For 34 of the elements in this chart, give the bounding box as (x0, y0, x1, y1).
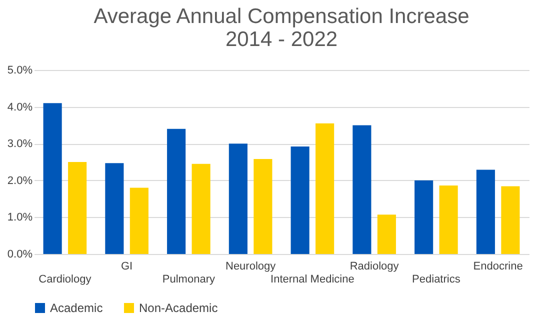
x-tick-label: GI (121, 260, 133, 272)
y-tick-label: 3.0% (7, 138, 33, 150)
bar (130, 188, 148, 254)
x-tick-label: Internal Medicine (270, 274, 354, 286)
bar (414, 180, 434, 254)
bar (192, 164, 210, 254)
x-tick-label: Pulmonary (162, 274, 216, 286)
bar (316, 123, 334, 254)
bar (476, 170, 495, 254)
bar (290, 146, 310, 254)
bar (43, 103, 62, 254)
x-tick-label: Neurology (225, 260, 276, 272)
chart-title: Average Annual Compensation Increase (94, 5, 470, 28)
y-tick-label: 2.0% (7, 174, 33, 187)
x-tick-label: Endocrine (473, 260, 523, 272)
bar (254, 159, 272, 254)
bar (228, 144, 248, 254)
y-tick-label: 5.0% (7, 64, 33, 76)
x-tick-label: Radiology (350, 260, 400, 272)
bar (68, 162, 87, 254)
y-tick-label: 1.0% (7, 212, 33, 224)
y-tick-label: 4.0% (7, 101, 33, 114)
bar (439, 186, 458, 254)
legend-label: Academic (50, 301, 103, 315)
x-tick-label: Pediatrics (412, 274, 461, 286)
bar (167, 128, 186, 254)
bar (105, 163, 124, 254)
bar (501, 186, 520, 254)
bar (377, 214, 396, 254)
y-tick-label: 0.0% (7, 248, 33, 260)
bar (352, 125, 372, 254)
legend-label: Non-Academic (139, 301, 218, 315)
x-tick-label: Cardiology (38, 274, 92, 286)
chart-subtitle: 2014 - 2022 (225, 28, 338, 51)
